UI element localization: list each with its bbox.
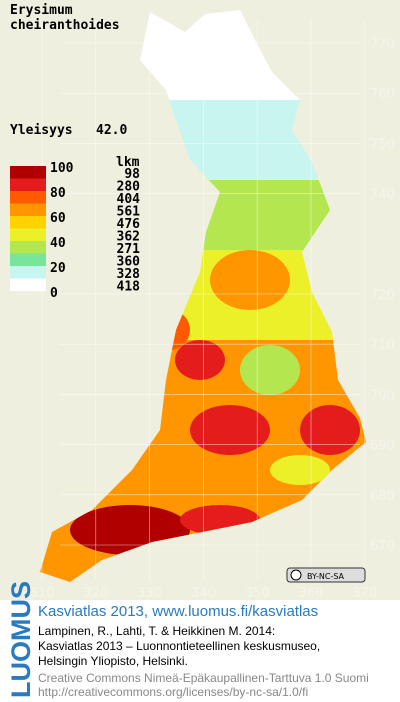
y-label: 760 [370, 87, 395, 102]
legend-swatch [10, 203, 46, 216]
count: 98 [124, 167, 140, 182]
scale-label: 40 [50, 236, 66, 251]
scale-label: 20 [50, 261, 66, 276]
x-label: 350 [245, 586, 270, 601]
x-label: 360 [299, 586, 324, 601]
logo: LUOMUS [6, 581, 36, 698]
x-label: 310 [30, 586, 55, 601]
legend-swatch [10, 228, 46, 241]
legend-swatch [10, 266, 46, 279]
y-label: 770 [370, 37, 395, 52]
license-text: http://creativecommons.org/licenses/by-n… [38, 685, 308, 699]
count: 271 [117, 242, 141, 257]
scale-label: 100 [50, 161, 74, 176]
y-label: 750 [370, 137, 395, 152]
frequency-value: 42.0 [96, 123, 127, 138]
citation: Kasviatlas 2013 – Luonnontieteellinen ke… [38, 639, 320, 653]
legend-swatch [10, 253, 46, 266]
y-label: 680 [370, 489, 395, 504]
license-badge-text: BY-NC-SA [307, 572, 345, 581]
license-text: Creative Commons Nimeä-Epäkaupallinen-Ta… [38, 671, 369, 685]
count: 362 [117, 230, 140, 245]
scale-label: 0 [50, 286, 58, 301]
legend-swatch [10, 178, 46, 191]
x-label: 370 [352, 586, 377, 601]
count: 328 [117, 267, 141, 282]
footer-heading: Kasviatlas 2013, www.luomus.fi/kasviatla… [38, 603, 318, 620]
legend-swatch [10, 166, 46, 179]
x-label: 330 [137, 586, 162, 601]
legend-swatch [10, 241, 46, 254]
y-label: 700 [370, 388, 395, 403]
y-label: 720 [370, 288, 395, 303]
species-name: cheiranthoides [10, 18, 120, 33]
count: 418 [117, 280, 141, 295]
y-label: 670 [370, 539, 395, 554]
citation: Lampinen, R., Lahti, T. & Heikkinen M. 2… [38, 624, 275, 638]
count: 404 [117, 192, 141, 207]
count: 280 [117, 180, 141, 195]
y-label: 740 [370, 188, 395, 203]
x-label: 320 [83, 586, 108, 601]
frequency-label: Yleisyys [10, 123, 73, 138]
y-label: 710 [370, 338, 395, 353]
grid: 770 760 750 740 720 710 700 690 680 670 310 320 330 3… [30, 20, 395, 601]
count: 561 [117, 205, 141, 220]
count: 360 [117, 255, 141, 270]
species-name: Erysimum [10, 3, 73, 18]
y-label: 690 [370, 439, 395, 454]
legend-swatch [10, 216, 46, 229]
legend-swatch [10, 191, 46, 204]
legend-swatch [10, 278, 46, 291]
x-label: 340 [191, 586, 216, 601]
citation: Helsingin Yliopisto, Helsinki. [38, 654, 188, 668]
scale-label: 80 [50, 186, 66, 201]
license-badge: BY-NC-SA [286, 567, 366, 583]
count-header: lkm [116, 155, 140, 170]
count: 476 [117, 217, 141, 232]
scale-label: 60 [50, 211, 66, 226]
